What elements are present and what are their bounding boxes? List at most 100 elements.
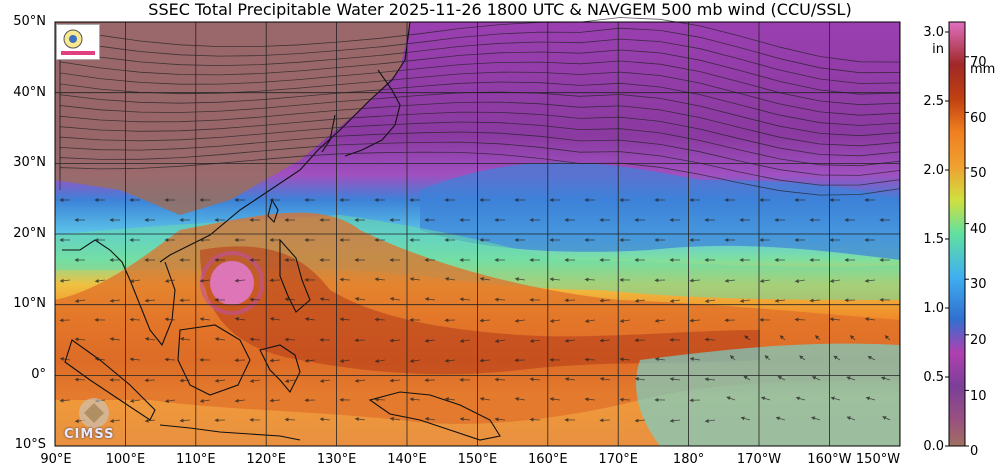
wind-streamline — [409, 277, 421, 282]
wind-streamline — [179, 418, 191, 423]
wind-streamline — [144, 298, 156, 303]
wind-streamline — [59, 27, 901, 74]
wind-streamline — [846, 376, 856, 381]
wind-streamline — [704, 418, 716, 423]
wind-streamline — [284, 417, 296, 422]
wind-streamline — [389, 297, 401, 301]
wind-streamline — [59, 357, 71, 361]
wind-streamline — [144, 337, 156, 341]
wind-streamline — [444, 277, 456, 281]
latitude-label: 10°N — [13, 296, 46, 311]
wind-streamline — [810, 416, 821, 421]
wind-streamline — [284, 379, 296, 383]
wind-streamline — [374, 317, 386, 322]
deep-wet-core — [200, 246, 760, 375]
wind-streamline — [179, 378, 191, 383]
wind-streamline — [549, 397, 561, 402]
longitude-label: 170°W — [736, 452, 782, 467]
wind-streamline — [354, 417, 366, 422]
wind-streamline — [129, 279, 141, 283]
wind-streamline — [479, 277, 491, 281]
colorbar-inch-label: 1.5 — [923, 232, 944, 247]
wind-streamline — [833, 355, 841, 361]
wind-streamline — [59, 71, 901, 116]
wind-streamlines — [59, 17, 901, 423]
wind-streamline — [744, 335, 751, 341]
wind-streamline — [59, 81, 901, 126]
wind-streamline — [199, 317, 211, 322]
wind-streamline — [234, 317, 246, 321]
colorbar-inch-label: 0.0 — [923, 439, 944, 454]
wind-streamline — [129, 398, 141, 403]
wind-streamline — [339, 277, 351, 282]
wind-streamline — [669, 418, 681, 423]
latitude-label: 50°N — [13, 14, 46, 29]
longitude-label: 140°E — [387, 452, 427, 467]
wind-streamline — [830, 396, 841, 401]
coastlines — [62, 21, 501, 441]
typhoon-ring — [200, 251, 264, 315]
wind-streamline — [74, 377, 86, 382]
wind-streamline — [514, 277, 526, 282]
wind-streamline — [59, 131, 901, 176]
wind-streamline — [164, 317, 176, 322]
wind-streamline — [179, 337, 191, 341]
colorbar-inch-label: 2.0 — [923, 163, 944, 178]
wind-streamline — [444, 358, 456, 363]
latitude-label: 40°N — [13, 84, 46, 100]
wind-streamline — [809, 298, 821, 303]
wind-streamline — [424, 417, 436, 421]
wind-streamline — [479, 358, 491, 363]
map-frame — [54, 21, 901, 447]
wind-streamline — [619, 397, 631, 402]
colorbar-inch-label: 3.0 — [923, 25, 944, 40]
wind-streamline — [109, 418, 121, 423]
wind-streamline — [59, 17, 901, 63]
wind-streamline — [409, 397, 421, 402]
wind-streamline — [794, 279, 806, 283]
wind-streamline — [424, 338, 436, 343]
wind-streamline — [164, 399, 176, 403]
wind-streamline — [779, 335, 786, 341]
latitude-label: 10°S — [14, 437, 46, 452]
colorbar-mm-label: 60 — [970, 110, 987, 126]
longitude-label: 160°E — [528, 452, 568, 467]
longitude-label: 90°E — [40, 452, 72, 467]
wind-streamline — [164, 357, 176, 362]
wind-streamline — [234, 278, 246, 283]
wind-streamline — [59, 121, 901, 167]
wind-streamline — [59, 91, 901, 137]
wind-streamline — [94, 357, 106, 362]
wind-streamline — [129, 317, 141, 322]
wind-streamline — [634, 298, 646, 303]
wind-streamline — [269, 398, 281, 403]
colorbar — [948, 21, 966, 447]
wind-streamline — [494, 339, 506, 343]
wind-streamline — [564, 338, 576, 343]
wind-streamline — [94, 278, 106, 283]
wind-streamline — [284, 297, 296, 302]
wind-streamline — [339, 317, 351, 322]
wind-streamline — [319, 417, 331, 422]
wind-streamline — [234, 398, 246, 403]
wind-streamline — [619, 318, 631, 323]
colorbar-inch-label: 1.0 — [923, 301, 944, 316]
wind-streamline — [584, 357, 596, 362]
wind-streamline — [584, 397, 596, 402]
wind-streamline — [494, 417, 506, 422]
wind-streamline — [619, 357, 631, 362]
wind-streamline — [374, 397, 386, 402]
wind-streamline — [459, 297, 471, 302]
wind-streamline — [549, 277, 561, 282]
wind-streamline — [599, 298, 611, 303]
wind-streamline — [704, 337, 716, 342]
wind-streamline — [759, 278, 771, 283]
wind-streamline — [689, 318, 701, 323]
cimss-logo-text: CIMSS — [64, 427, 115, 442]
cimss-logo: CIMSS — [58, 395, 130, 443]
wind-streamline — [739, 298, 751, 303]
wind-streamline — [743, 375, 751, 381]
wind-streamline — [389, 338, 401, 343]
wind-streamline — [529, 338, 541, 343]
